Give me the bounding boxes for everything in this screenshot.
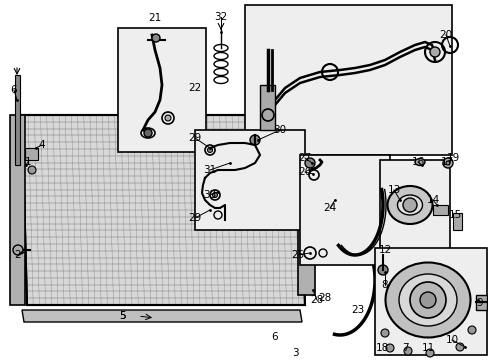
- Text: 9: 9: [476, 298, 482, 308]
- Circle shape: [207, 148, 212, 153]
- Text: 4: 4: [39, 140, 45, 150]
- Text: 31: 31: [203, 165, 216, 175]
- Circle shape: [13, 245, 23, 255]
- Ellipse shape: [397, 195, 422, 215]
- Text: 11: 11: [421, 343, 434, 353]
- Text: 15: 15: [447, 210, 461, 220]
- Circle shape: [429, 47, 439, 57]
- Text: 10: 10: [445, 335, 458, 345]
- Circle shape: [380, 329, 388, 337]
- Text: 28: 28: [318, 293, 331, 303]
- Bar: [452, 213, 461, 230]
- Text: 6: 6: [271, 332, 278, 342]
- Text: 24: 24: [323, 203, 336, 213]
- Text: 26: 26: [298, 167, 311, 177]
- Text: 6: 6: [11, 85, 17, 95]
- Text: 27: 27: [298, 153, 311, 163]
- Text: 1: 1: [24, 157, 31, 167]
- Text: 14: 14: [426, 195, 439, 205]
- Text: 20: 20: [439, 30, 451, 40]
- Text: 25: 25: [291, 250, 304, 260]
- Circle shape: [305, 158, 314, 168]
- Bar: [195, 130, 305, 230]
- Text: 23: 23: [351, 305, 364, 315]
- Circle shape: [403, 347, 411, 355]
- Ellipse shape: [386, 186, 431, 224]
- Circle shape: [28, 166, 36, 174]
- Polygon shape: [22, 310, 302, 322]
- Ellipse shape: [414, 158, 424, 166]
- Circle shape: [419, 292, 435, 308]
- Bar: [15, 75, 20, 165]
- Text: 19: 19: [446, 153, 459, 163]
- Text: 32: 32: [214, 12, 227, 22]
- Text: 33: 33: [203, 190, 216, 200]
- Circle shape: [377, 265, 387, 275]
- Circle shape: [425, 349, 433, 357]
- Text: 30: 30: [273, 125, 286, 135]
- Text: 7: 7: [401, 343, 407, 353]
- Text: 8: 8: [381, 280, 387, 290]
- Text: 29: 29: [188, 133, 201, 143]
- Text: 12: 12: [378, 245, 391, 255]
- Text: 3: 3: [291, 348, 298, 358]
- Bar: [297, 130, 314, 295]
- Bar: [244, 5, 451, 155]
- Bar: [299, 155, 389, 265]
- Circle shape: [212, 193, 217, 198]
- Bar: [432, 205, 447, 215]
- Bar: [260, 85, 274, 130]
- Circle shape: [445, 161, 449, 165]
- Circle shape: [442, 158, 452, 168]
- Circle shape: [249, 135, 260, 145]
- Circle shape: [385, 344, 393, 352]
- Circle shape: [164, 115, 171, 121]
- Text: 5: 5: [119, 311, 125, 321]
- Bar: [379, 160, 449, 250]
- Bar: [118, 28, 205, 152]
- Text: 29: 29: [188, 213, 201, 223]
- Circle shape: [402, 198, 416, 212]
- Text: 18: 18: [375, 343, 388, 353]
- Text: 2: 2: [15, 250, 21, 260]
- Bar: [10, 115, 25, 305]
- Bar: [374, 248, 486, 355]
- Text: 28: 28: [310, 295, 323, 305]
- Text: 13: 13: [386, 185, 400, 195]
- Text: 17: 17: [440, 157, 453, 167]
- Polygon shape: [22, 115, 305, 305]
- Circle shape: [409, 282, 445, 318]
- Text: 16: 16: [410, 157, 424, 167]
- Circle shape: [455, 343, 463, 351]
- Circle shape: [467, 326, 475, 334]
- Text: 21: 21: [148, 13, 162, 23]
- Ellipse shape: [385, 262, 469, 338]
- Bar: [25, 148, 38, 160]
- Circle shape: [152, 34, 160, 42]
- Text: 22: 22: [188, 83, 201, 93]
- Text: 5: 5: [119, 311, 125, 321]
- Ellipse shape: [398, 274, 456, 326]
- Bar: [475, 295, 486, 310]
- Circle shape: [143, 129, 152, 137]
